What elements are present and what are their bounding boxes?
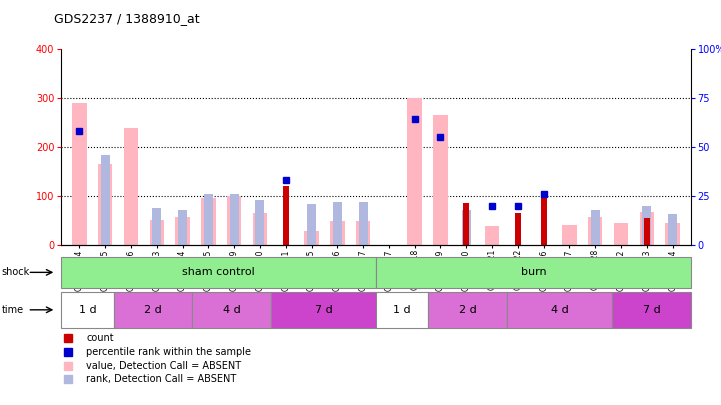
Bar [642, 206, 651, 245]
Text: 7 d: 7 d [642, 305, 660, 315]
Bar [304, 231, 319, 245]
Bar [376, 257, 691, 288]
Bar [72, 102, 87, 245]
Bar [152, 208, 162, 245]
Bar [588, 217, 603, 245]
Bar [193, 292, 271, 328]
Bar [461, 210, 471, 245]
Bar [333, 202, 342, 245]
Bar [61, 257, 376, 288]
Bar [428, 292, 507, 328]
Bar [507, 292, 612, 328]
Bar [644, 218, 650, 245]
Bar [229, 194, 239, 245]
Bar [376, 292, 428, 328]
Bar [204, 194, 213, 245]
Text: burn: burn [521, 267, 547, 277]
Bar [463, 203, 469, 245]
Bar [307, 204, 316, 245]
Bar [252, 213, 267, 245]
Text: 1 d: 1 d [394, 305, 411, 315]
Bar [515, 213, 521, 245]
Bar [665, 224, 680, 245]
Text: value, Detection Call = ABSENT: value, Detection Call = ABSENT [87, 361, 242, 371]
Text: percentile rank within the sample: percentile rank within the sample [87, 347, 252, 357]
Bar [61, 292, 114, 328]
Bar [98, 164, 112, 245]
Bar [330, 222, 345, 245]
Bar [178, 210, 187, 245]
Text: time: time [1, 305, 24, 315]
Bar [227, 196, 242, 245]
Bar [201, 198, 216, 245]
Bar [433, 115, 448, 245]
Bar [640, 212, 654, 245]
Bar [271, 292, 376, 328]
Bar [255, 200, 265, 245]
Bar [358, 202, 368, 245]
Bar [175, 217, 190, 245]
Text: 2 d: 2 d [144, 305, 162, 315]
Bar [407, 98, 422, 245]
Text: GDS2237 / 1388910_at: GDS2237 / 1388910_at [54, 12, 200, 25]
Text: 1 d: 1 d [79, 305, 97, 315]
Text: sham control: sham control [182, 267, 255, 277]
Text: shock: shock [1, 267, 30, 277]
Bar [668, 213, 677, 245]
Bar [149, 220, 164, 245]
Bar [101, 155, 110, 245]
Bar [614, 223, 628, 245]
Bar [356, 222, 371, 245]
Bar [612, 292, 691, 328]
Text: 4 d: 4 d [551, 305, 568, 315]
Bar [114, 292, 193, 328]
Text: 2 d: 2 d [459, 305, 477, 315]
Text: rank, Detection Call = ABSENT: rank, Detection Call = ABSENT [87, 375, 236, 384]
Text: count: count [87, 333, 114, 343]
Text: 4 d: 4 d [223, 305, 241, 315]
Bar [562, 225, 577, 245]
Bar [124, 128, 138, 245]
Bar [283, 186, 289, 245]
Bar [485, 226, 500, 245]
Bar [590, 210, 600, 245]
Bar [541, 196, 547, 245]
Text: 7 d: 7 d [314, 305, 332, 315]
